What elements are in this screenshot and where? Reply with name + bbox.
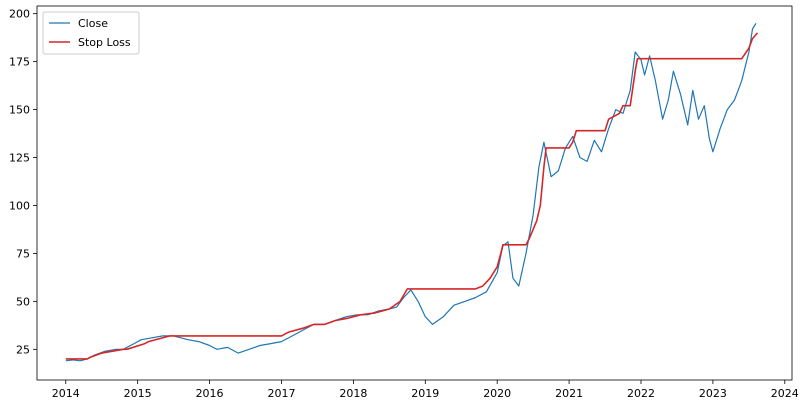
y-tick-label: 125 [9, 152, 30, 165]
series-layer [65, 22, 759, 362]
series-line-close [65, 22, 757, 362]
legend-label-close: Close [78, 17, 108, 30]
y-tick-label: 150 [9, 104, 30, 117]
x-tick-label: 2018 [339, 387, 367, 400]
x-tick-label: 2020 [483, 387, 511, 400]
y-tick-label: 200 [9, 8, 30, 21]
x-tick-label: 2016 [196, 387, 224, 400]
x-tick-label: 2024 [771, 387, 799, 400]
y-tick-label: 25 [16, 343, 30, 356]
y-tick-label: 175 [9, 56, 30, 69]
y-axis: 25 50 75 100 125 150 175 200 [9, 8, 37, 356]
x-tick-label: 2022 [627, 387, 655, 400]
y-tick-label: 100 [9, 199, 30, 212]
x-tick-label: 2014 [52, 387, 80, 400]
y-tick-label: 50 [16, 295, 30, 308]
x-tick-label: 2021 [555, 387, 583, 400]
plot-frame [36, 5, 793, 381]
x-tick-label: 2023 [699, 387, 727, 400]
x-tick-label: 2019 [411, 387, 439, 400]
x-tick-label: 2015 [124, 387, 152, 400]
x-tick-label: 2017 [267, 387, 295, 400]
x-axis: 2014 2015 2016 2017 2018 2019 2020 2021 2022 2023… [52, 380, 799, 400]
legend-label-stop-loss: Stop Loss [78, 36, 131, 49]
series-line-stop-loss [65, 32, 759, 360]
legend: Close Stop Loss [42, 11, 140, 55]
y-tick-label: 75 [16, 247, 30, 260]
